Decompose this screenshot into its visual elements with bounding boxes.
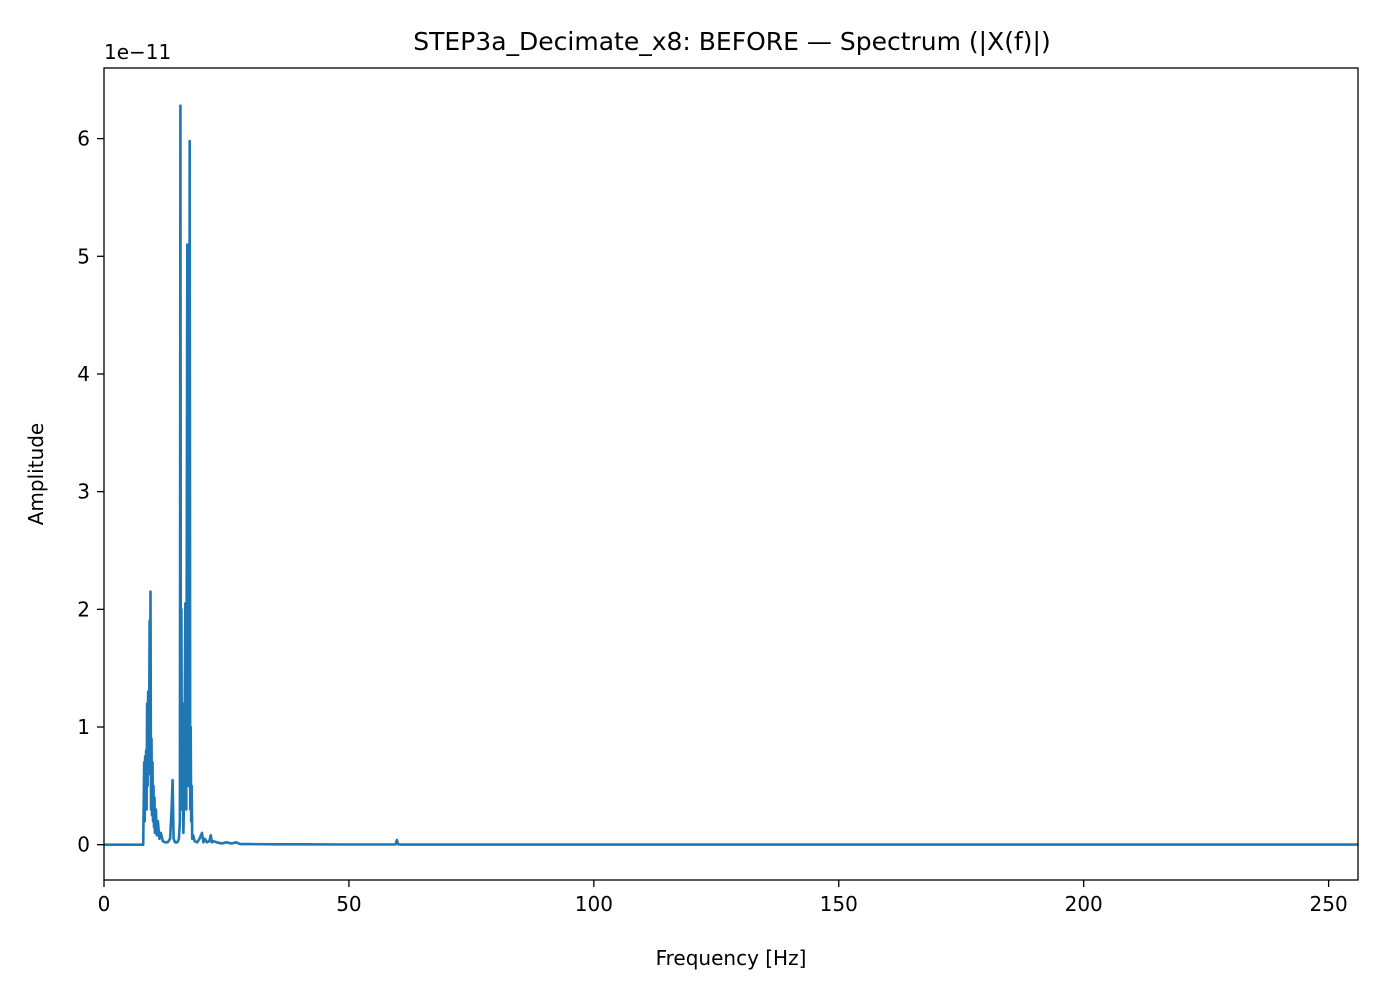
x-tick-label: 100 — [575, 892, 613, 916]
y-axis-ticks: 0 1 2 3 4 5 6 — [77, 127, 104, 857]
y-scale-label: 1e−11 — [104, 40, 171, 64]
y-tick-label: 6 — [77, 127, 90, 151]
y-tick-label: 0 — [77, 833, 90, 857]
spectrum-line — [104, 104, 1358, 846]
x-tick-label: 0 — [98, 892, 111, 916]
y-tick-label: 3 — [77, 480, 90, 504]
y-axis-label: Amplitude — [24, 423, 48, 526]
x-tick-label: 50 — [336, 892, 361, 916]
y-tick-label: 2 — [77, 597, 90, 621]
x-tick-label: 250 — [1310, 892, 1348, 916]
x-axis-label: Frequency [Hz] — [656, 946, 807, 970]
y-tick-label: 1 — [77, 715, 90, 739]
x-tick-label: 150 — [820, 892, 858, 916]
x-axis-ticks: 0 50 100 150 200 250 — [98, 880, 1348, 916]
plot-frame — [103, 67, 1359, 881]
chart-title: STEP3a_Decimate_x8: BEFORE — Spectrum (|… — [413, 27, 1050, 56]
y-tick-label: 5 — [77, 244, 90, 268]
x-tick-label: 200 — [1065, 892, 1103, 916]
y-tick-label: 4 — [77, 362, 90, 386]
